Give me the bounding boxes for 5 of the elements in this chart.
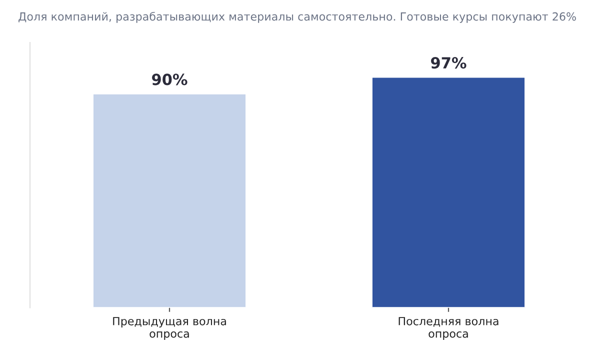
x-tick-label: Последняя волна опроса bbox=[398, 317, 498, 340]
chart-subtitle: Доля компаний, разрабатывающих материалы самостоятельно. Готовые курсы покупают 26% bbox=[18, 12, 576, 23]
x-tick-label: Предыдущая волна опроса bbox=[113, 317, 226, 340]
data-label: 90% bbox=[152, 74, 188, 86]
data-label: 97% bbox=[431, 57, 466, 69]
